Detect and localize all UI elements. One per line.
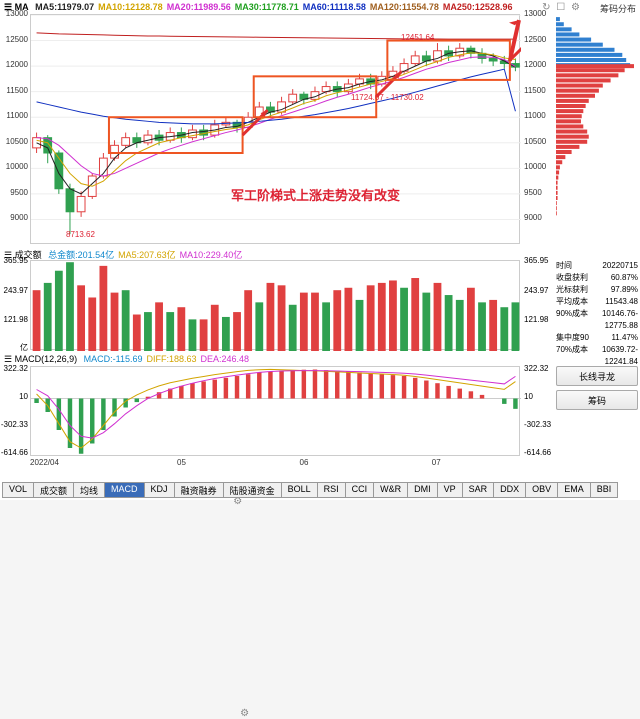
tab-陆股通资金[interactable]: 陆股通资金 — [223, 482, 282, 498]
tab-均线[interactable]: 均线 — [73, 482, 105, 498]
tab-BOLL[interactable]: BOLL — [281, 482, 318, 498]
side-button[interactable]: 长线寻龙 — [556, 366, 638, 386]
ma-value: MA250:12528.96 — [443, 2, 513, 12]
vol-y-left: 365.95243.97121.98亿 — [2, 260, 30, 350]
tab-BBI[interactable]: BBI — [590, 482, 619, 498]
tab-MACD[interactable]: MACD — [104, 482, 145, 498]
macd-chart[interactable] — [30, 366, 520, 456]
ma-value: MA5:11979.07 — [35, 2, 94, 12]
vol-value: 总金额:201.54亿 — [48, 250, 114, 260]
x-axis: 2022/04 05 06 07 — [30, 458, 520, 470]
info-row: 90%成本10146.76- — [556, 308, 638, 320]
macd-value: MACD:-115.69 — [84, 354, 143, 364]
vol-value: MA10:229.40亿 — [180, 250, 243, 260]
macd-y-left: 322.3210-302.33-614.66 — [2, 366, 30, 456]
vol-value: MA5:207.63亿 — [118, 250, 176, 260]
info-row: 光标获利97.89% — [556, 284, 638, 296]
chip-distribution — [556, 14, 638, 244]
macd-value: DEA:246.48 — [201, 354, 250, 364]
tab-KDJ[interactable]: KDJ — [144, 482, 175, 498]
tab-DMI[interactable]: DMI — [407, 482, 438, 498]
info-row: 收盘获利60.87% — [556, 272, 638, 284]
x-tick: 2022/04 — [30, 458, 59, 467]
candlestick-chart[interactable]: 军工阶梯式上涨走势没有改变 8713.62 12451.64 11724.07 … — [30, 14, 520, 244]
volume-chart[interactable] — [30, 260, 520, 350]
side-button[interactable]: 筹码 — [556, 390, 638, 410]
button-panel: 长线寻龙筹码 — [556, 366, 638, 456]
x-tick: 06 — [300, 458, 309, 467]
tab-成交额[interactable]: 成交额 — [33, 482, 74, 498]
y-axis-right: 1300012500120001150011000105001000095009… — [522, 14, 550, 244]
tab-EMA[interactable]: EMA — [557, 482, 591, 498]
ma-header: ☰ MA MA5:11979.07MA10:12128.78MA20:11989… — [4, 2, 520, 13]
ma-value: MA60:11118.58 — [303, 2, 366, 12]
chart-container: ☰ MA MA5:11979.07MA10:12128.78MA20:11989… — [0, 0, 640, 500]
tab-VOL[interactable]: VOL — [2, 482, 34, 498]
info-panel: 时间20220715收盘获利60.87%光标获利97.89%平均成本11543.… — [556, 260, 638, 370]
indicator-tabs: VOL成交额均线MACDKDJ融资融券陆股通资金BOLLRSICCIW&RDMI… — [2, 482, 638, 498]
gear-icon[interactable]: ⚙ — [240, 708, 249, 719]
tab-RSI[interactable]: RSI — [317, 482, 346, 498]
x-tick: 07 — [432, 458, 441, 467]
ma-value: MA120:11554.78 — [370, 2, 439, 12]
tab-SAR[interactable]: SAR — [462, 482, 495, 498]
ma-value: MA20:11989.56 — [167, 2, 231, 12]
tab-CCI[interactable]: CCI — [345, 482, 375, 498]
mid-price-label: 11724.07 - 11730.02 — [351, 93, 424, 102]
low-price-label: 8713.62 — [66, 230, 95, 239]
y-axis-left: 1300012500120001150011000105001000095009… — [2, 14, 30, 244]
ma-value: MA10:12128.78 — [98, 2, 163, 12]
tab-OBV[interactable]: OBV — [525, 482, 558, 498]
tab-W&R[interactable]: W&R — [373, 482, 408, 498]
info-row: 12775.88 — [556, 320, 638, 332]
tab-融资融券[interactable]: 融资融券 — [174, 482, 224, 498]
info-row: 70%成本10639.72- — [556, 344, 638, 356]
macd-y-right: 322.3210-302.33-614.66 — [522, 366, 550, 456]
annotation-text: 军工阶梯式上涨走势没有改变 — [231, 185, 400, 204]
tab-VP[interactable]: VP — [437, 482, 463, 498]
macd-header: ☰ MACD(12,26,9) MACD:-115.69DIFF:188.63 D… — [4, 354, 257, 365]
info-row: 集中度9011.47% — [556, 332, 638, 344]
capture-icon[interactable]: ☐ — [556, 2, 565, 13]
macd-prefix: ☰ MACD(12,26,9) — [4, 354, 77, 364]
tab-DDX[interactable]: DDX — [493, 482, 526, 498]
vol-y-right: 365.95243.97121.98 — [522, 260, 550, 350]
x-tick: 05 — [177, 458, 186, 467]
info-row: 平均成本11543.48 — [556, 296, 638, 308]
high-price-label: 12451.64 — [401, 33, 434, 42]
macd-value: DIFF:188.63 — [146, 354, 196, 364]
ma-value: MA30:11778.71 — [235, 2, 299, 12]
info-row: 时间20220715 — [556, 260, 638, 272]
gear-icon[interactable]: ⚙ — [571, 2, 580, 13]
